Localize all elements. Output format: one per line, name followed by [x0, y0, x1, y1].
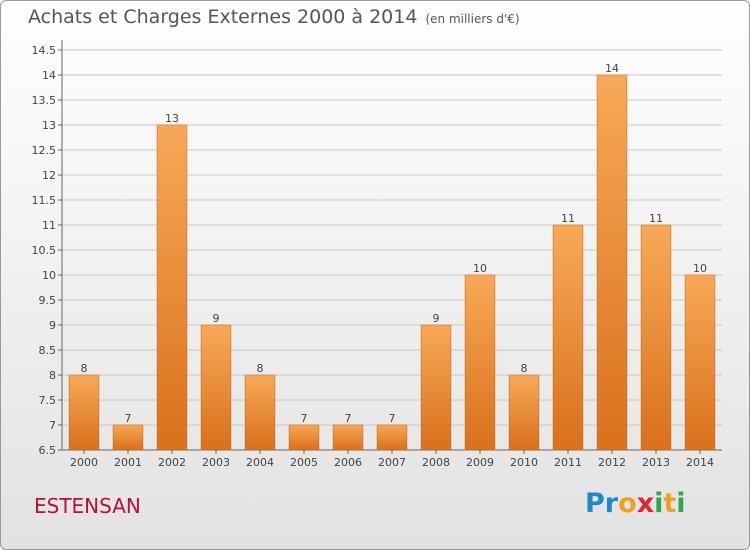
y-tick-label: 8 [49, 369, 56, 382]
x-tick-label-2000: 2000 [70, 456, 98, 469]
x-tick-label-2012: 2012 [598, 456, 626, 469]
x-tick-label-2014: 2014 [686, 456, 714, 469]
bar-2009 [464, 274, 496, 451]
x-tick-label-2002: 2002 [158, 456, 186, 469]
value-label-2013: 11 [649, 212, 663, 225]
value-label-2011: 11 [561, 212, 575, 225]
logo-letter: o [618, 488, 637, 519]
logo-letter: i [676, 488, 686, 519]
x-tick-label-2005: 2005 [290, 456, 318, 469]
bar-2002 [156, 124, 188, 451]
bar-2003 [200, 324, 232, 451]
bar-2013 [640, 224, 672, 451]
x-tick-labels: 2000 2001 2002 2003 2004 2005 2006 2007 2008 2009… [70, 450, 714, 469]
x-tick-label-2010: 2010 [510, 456, 538, 469]
x-tick-label-2009: 2009 [466, 456, 494, 469]
value-labels: 8 7 13 9 8 7 7 7 9 10 8 11 14 11 10 [81, 62, 708, 425]
logo-letter: i [654, 488, 664, 519]
x-tick-label-2007: 2007 [378, 456, 406, 469]
bar-2012 [596, 74, 628, 451]
logo-letter: P [585, 488, 605, 519]
value-label-2001: 7 [125, 412, 132, 425]
value-label-2008: 9 [433, 312, 440, 325]
value-label-2007: 7 [389, 412, 396, 425]
value-label-2000: 8 [81, 362, 88, 375]
x-tick-label-2001: 2001 [114, 456, 142, 469]
bar-2005 [288, 424, 320, 451]
x-tick-label-2006: 2006 [334, 456, 362, 469]
value-label-2004: 8 [257, 362, 264, 375]
logo-letter: x [636, 488, 655, 519]
y-tick-label: 10.5 [32, 244, 57, 257]
value-label-2005: 7 [301, 412, 308, 425]
chart-subtitle: (en milliers d'€) [425, 12, 520, 26]
y-tick-label: 11.5 [32, 194, 57, 207]
x-tick-label-2003: 2003 [202, 456, 230, 469]
x-tick-label-2011: 2011 [554, 456, 582, 469]
y-tick-label: 12.5 [32, 144, 57, 157]
y-tick-label: 6.5 [39, 444, 57, 457]
logo-letter: t [663, 488, 677, 519]
bar-2006 [332, 424, 364, 451]
bar-2000 [68, 374, 100, 451]
chart-title: Achats et Charges Externes 2000 à 2014 (e… [28, 6, 520, 28]
value-label-2014: 10 [693, 262, 707, 275]
value-label-2003: 9 [213, 312, 220, 325]
y-tick-label: 13 [42, 119, 56, 132]
logo-letter: r [604, 488, 619, 519]
bar-2004 [244, 374, 276, 451]
bars [68, 74, 716, 451]
bar-2001 [112, 424, 144, 451]
value-label-2006: 7 [345, 412, 352, 425]
y-tick-label: 7.5 [39, 394, 57, 407]
bar-2008 [420, 324, 452, 451]
y-tick-label: 8.5 [39, 344, 57, 357]
chart-title-text: Achats et Charges Externes 2000 à 2014 [28, 6, 418, 28]
y-tick-label: 14.5 [32, 44, 57, 57]
y-tick-label: 9.5 [39, 294, 57, 307]
commune-name: ESTENSAN [34, 494, 141, 518]
bar-2007 [376, 424, 408, 451]
y-tick-label: 9 [49, 319, 56, 332]
y-tick-label: 7 [49, 419, 56, 432]
y-tick-label: 13.5 [32, 94, 57, 107]
y-tick-label: 10 [42, 269, 56, 282]
y-tick-labels: 6.5 7 7.5 8 8.5 9 9.5 10 10.5 11 11.5 12 12.5 13 13.5 1… [32, 44, 62, 457]
proxiti-logo[interactable]: Proxiti [585, 488, 686, 519]
bar-2010 [508, 374, 540, 451]
value-label-2009: 10 [473, 262, 487, 275]
y-tick-label: 14 [42, 69, 56, 82]
value-label-2012: 14 [605, 62, 619, 75]
y-tick-label: 12 [42, 169, 56, 182]
bar-2014 [684, 274, 716, 451]
x-tick-label-2013: 2013 [642, 456, 670, 469]
bar-2011 [552, 224, 584, 451]
value-label-2002: 13 [165, 112, 179, 125]
value-label-2010: 8 [521, 362, 528, 375]
x-tick-label-2004: 2004 [246, 456, 274, 469]
x-tick-label-2008: 2008 [422, 456, 450, 469]
y-tick-label: 11 [42, 219, 56, 232]
